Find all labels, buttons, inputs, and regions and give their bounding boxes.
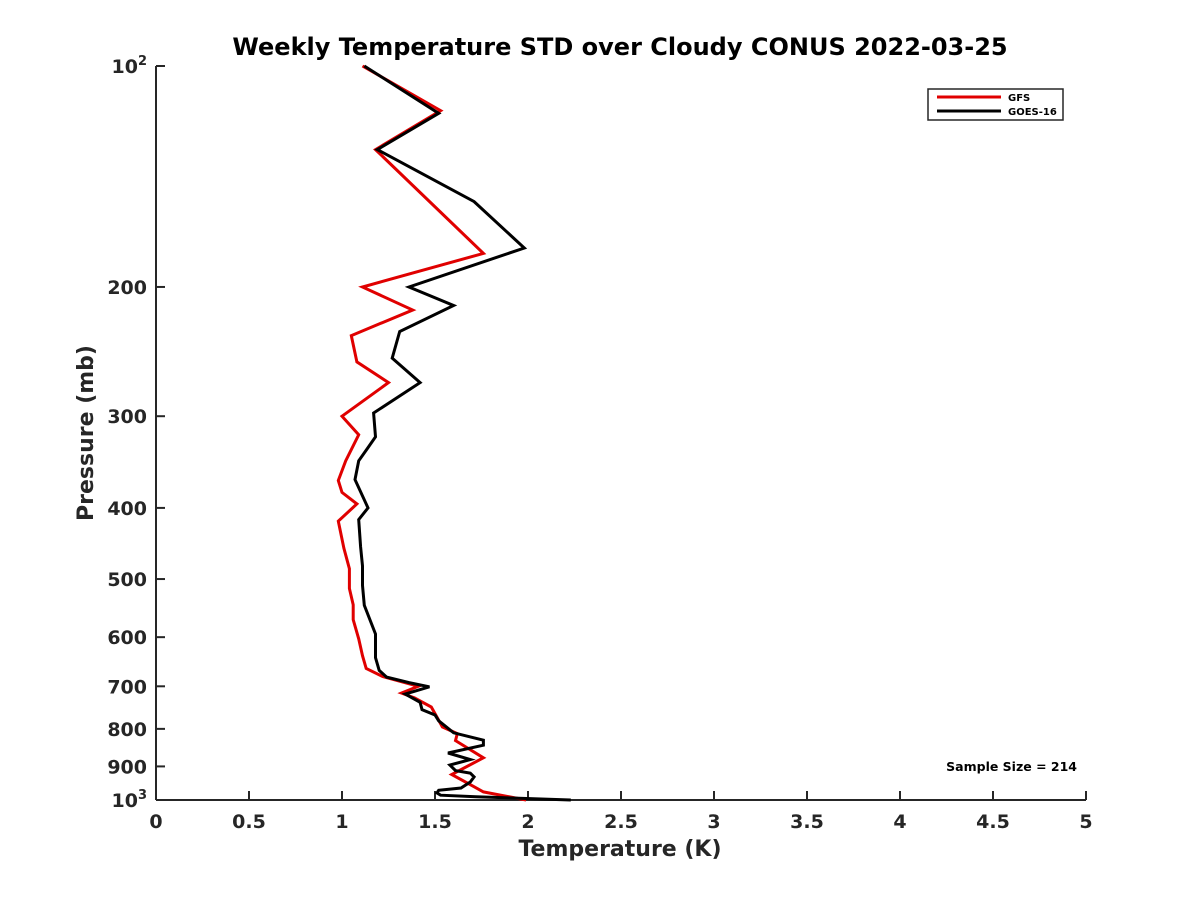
y-tick-label: 500	[107, 569, 147, 591]
y-tick-label: 600	[107, 627, 147, 649]
y-tick-label: 700	[107, 676, 147, 698]
legend-box	[927, 88, 1064, 121]
x-tick-label: 3.5	[790, 811, 824, 833]
y-tick-label: 102	[112, 54, 148, 78]
x-tick-label: 4	[893, 811, 906, 833]
y-tick-label: 800	[107, 719, 147, 741]
y-tick-base: 10	[112, 790, 138, 812]
y-tick-label: 900	[107, 756, 147, 778]
x-tick-label: 1	[335, 811, 348, 833]
x-tick-label: 1.5	[418, 811, 452, 833]
x-tick-label: 3	[707, 811, 720, 833]
chart-title: Weekly Temperature STD over Cloudy CONUS…	[232, 33, 1007, 61]
legend: GFS GOES-16	[927, 88, 1064, 121]
y-tick-label: 300	[107, 406, 147, 428]
x-tick-label: 2.5	[604, 811, 638, 833]
x-tick-label: 0.5	[232, 811, 266, 833]
x-tick-label: 5	[1079, 811, 1092, 833]
y-tick-base: 10	[112, 56, 138, 78]
y-tick-label: 400	[107, 498, 147, 520]
y-axis-label: Pressure (mb)	[74, 345, 99, 521]
y-tick-exponent: 3	[138, 788, 147, 803]
legend-label: GOES-16	[1008, 107, 1057, 118]
axes: 0 0.5 1 1.5 2 2.5 3 3.5 4 4.5 51022003004005006007…	[107, 54, 1092, 833]
y-tick-label: 103	[112, 788, 148, 812]
x-axis-label: Temperature (K)	[518, 837, 721, 862]
x-tick-label: 4.5	[976, 811, 1010, 833]
y-tick-label: 200	[107, 277, 147, 299]
sample-size-annotation: Sample Size = 214	[946, 759, 1077, 774]
series-layer	[336, 64, 571, 802]
legend-label: GFS	[1008, 93, 1030, 104]
x-tick-label: 2	[521, 811, 534, 833]
x-tick-label: 0	[149, 811, 162, 833]
y-tick-exponent: 2	[138, 54, 147, 69]
series-line-goes-16	[353, 64, 571, 802]
